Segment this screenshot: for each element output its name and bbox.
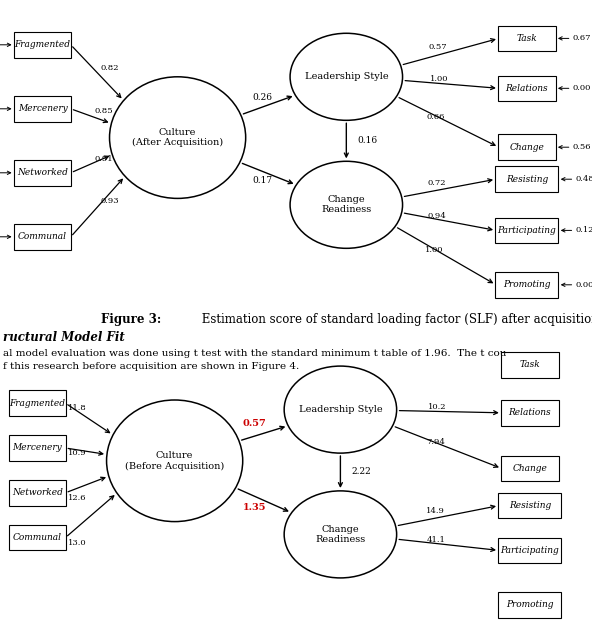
Text: 7.94: 7.94 — [426, 438, 445, 446]
Text: 0.26: 0.26 — [252, 93, 272, 102]
Text: 0.93: 0.93 — [101, 197, 120, 205]
Text: 10.9: 10.9 — [69, 449, 87, 457]
Text: Mercenery: Mercenery — [18, 104, 67, 113]
Text: Promoting: Promoting — [503, 280, 551, 289]
Text: Promoting: Promoting — [506, 600, 554, 609]
Text: Culture
(Before Acquisition): Culture (Before Acquisition) — [125, 451, 224, 470]
Text: Communal: Communal — [13, 533, 62, 542]
Text: 0.57: 0.57 — [243, 419, 266, 428]
Text: Mercenery: Mercenery — [12, 444, 62, 452]
Text: Leadership Style: Leadership Style — [298, 405, 382, 414]
Text: Participating: Participating — [500, 546, 559, 555]
Text: Leadership Style: Leadership Style — [304, 72, 388, 81]
Text: Fragmented: Fragmented — [15, 40, 70, 49]
Text: 41.1: 41.1 — [426, 536, 445, 543]
Text: Task: Task — [519, 360, 540, 369]
Text: 0.66: 0.66 — [427, 113, 445, 121]
Text: Task: Task — [516, 34, 538, 43]
Text: 11.8: 11.8 — [69, 404, 87, 412]
Text: 0.57: 0.57 — [429, 43, 448, 51]
Text: 1.00: 1.00 — [424, 246, 443, 255]
Text: 13.0: 13.0 — [69, 539, 87, 547]
Text: Resisting: Resisting — [506, 175, 548, 184]
Text: 0.91: 0.91 — [95, 155, 113, 163]
Text: f this research before acquisition are shown in Figure 4.: f this research before acquisition are s… — [3, 362, 299, 371]
Text: 1.35: 1.35 — [243, 504, 266, 513]
Text: 0.94: 0.94 — [427, 212, 446, 220]
Text: al model evaluation was done using t test with the standard minimum t table of 1: al model evaluation was done using t tes… — [3, 349, 506, 358]
Text: 0.00: 0.00 — [575, 281, 592, 289]
Text: 0.00: 0.00 — [573, 84, 591, 92]
Text: 0.48: 0.48 — [575, 175, 592, 183]
Text: Relations: Relations — [509, 408, 551, 417]
Text: Change: Change — [510, 143, 544, 152]
Text: 0.12: 0.12 — [575, 227, 592, 234]
Text: 12.6: 12.6 — [69, 494, 87, 502]
Text: 0.82: 0.82 — [100, 63, 118, 72]
Text: Communal: Communal — [18, 232, 67, 241]
Text: 0.17: 0.17 — [252, 175, 272, 184]
Text: Resisting: Resisting — [509, 501, 551, 510]
Text: Culture
(After Acquisition): Culture (After Acquisition) — [132, 128, 223, 147]
Text: Change: Change — [513, 464, 547, 473]
Text: Relations: Relations — [506, 84, 548, 93]
Text: 0.72: 0.72 — [428, 179, 446, 187]
Text: Networked: Networked — [17, 168, 68, 177]
Text: 0.16: 0.16 — [357, 136, 377, 145]
Text: Networked: Networked — [12, 488, 63, 497]
Text: Fragmented: Fragmented — [9, 399, 65, 408]
Text: Participating: Participating — [497, 226, 556, 235]
Text: 1.00: 1.00 — [430, 76, 448, 83]
Text: 0.56: 0.56 — [573, 143, 591, 151]
Text: 10.2: 10.2 — [428, 403, 447, 410]
Text: Estimation score of standard loading factor (SLF) after acquisition: Estimation score of standard loading fac… — [198, 314, 592, 326]
Text: 2.22: 2.22 — [351, 467, 371, 477]
Text: Change
Readiness: Change Readiness — [321, 195, 371, 214]
Text: ructural Model Fit: ructural Model Fit — [3, 332, 125, 344]
Text: 0.67: 0.67 — [573, 35, 591, 42]
Text: Figure 3:: Figure 3: — [101, 314, 161, 326]
Text: Change
Readiness: Change Readiness — [316, 525, 365, 544]
Text: 0.85: 0.85 — [94, 107, 112, 115]
Text: 14.9: 14.9 — [426, 507, 445, 515]
